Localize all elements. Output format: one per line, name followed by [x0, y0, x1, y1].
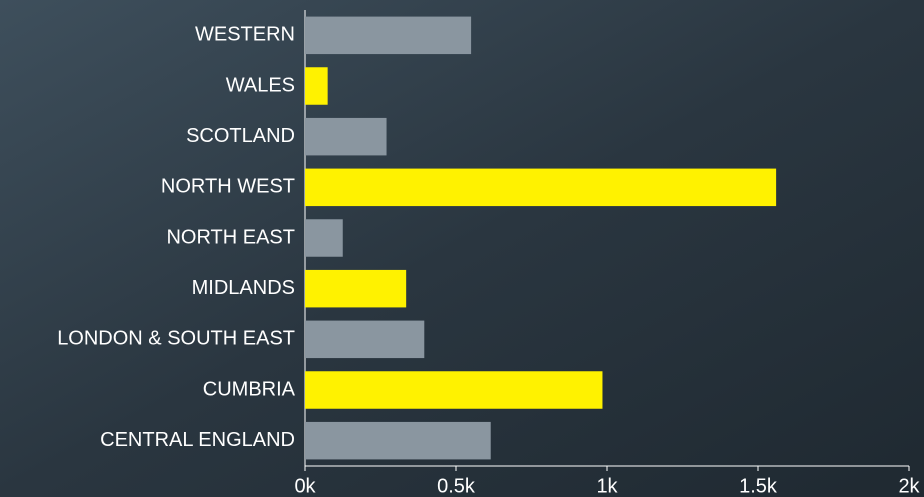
y-tick-label: CUMBRIA [203, 378, 296, 400]
x-tick-label: 0.5k [437, 475, 476, 497]
bar [305, 371, 602, 408]
x-tick-label: 0k [294, 475, 316, 497]
x-tick-label: 1k [596, 475, 618, 497]
y-tick-label: CENTRAL ENGLAND [100, 429, 295, 451]
bar [305, 67, 328, 104]
bar [305, 270, 406, 307]
bar [305, 17, 471, 54]
page: {"chart_data": {"type": "bar", "orientat… [0, 0, 924, 497]
x-tick-label: 1.5k [739, 475, 778, 497]
y-tick-label: SCOTLAND [186, 125, 295, 147]
bar [305, 118, 387, 155]
bar [305, 169, 776, 206]
y-tick-label: NORTH EAST [166, 226, 295, 248]
y-tick-label: MIDLANDS [192, 277, 295, 299]
bar [305, 219, 343, 256]
bar [305, 422, 491, 459]
y-tick-label: WALES [226, 74, 295, 96]
x-tick-label: 2k [898, 475, 920, 497]
y-tick-label: LONDON & SOUTH EAST [57, 328, 295, 350]
y-tick-label: WESTERN [195, 24, 295, 46]
y-tick-label: NORTH WEST [161, 176, 295, 198]
chart: 0k 0.5k 1k 1.5k 2k WESTERN WALES SCOTLAND NORTH … [0, 0, 924, 497]
bar [305, 321, 424, 358]
